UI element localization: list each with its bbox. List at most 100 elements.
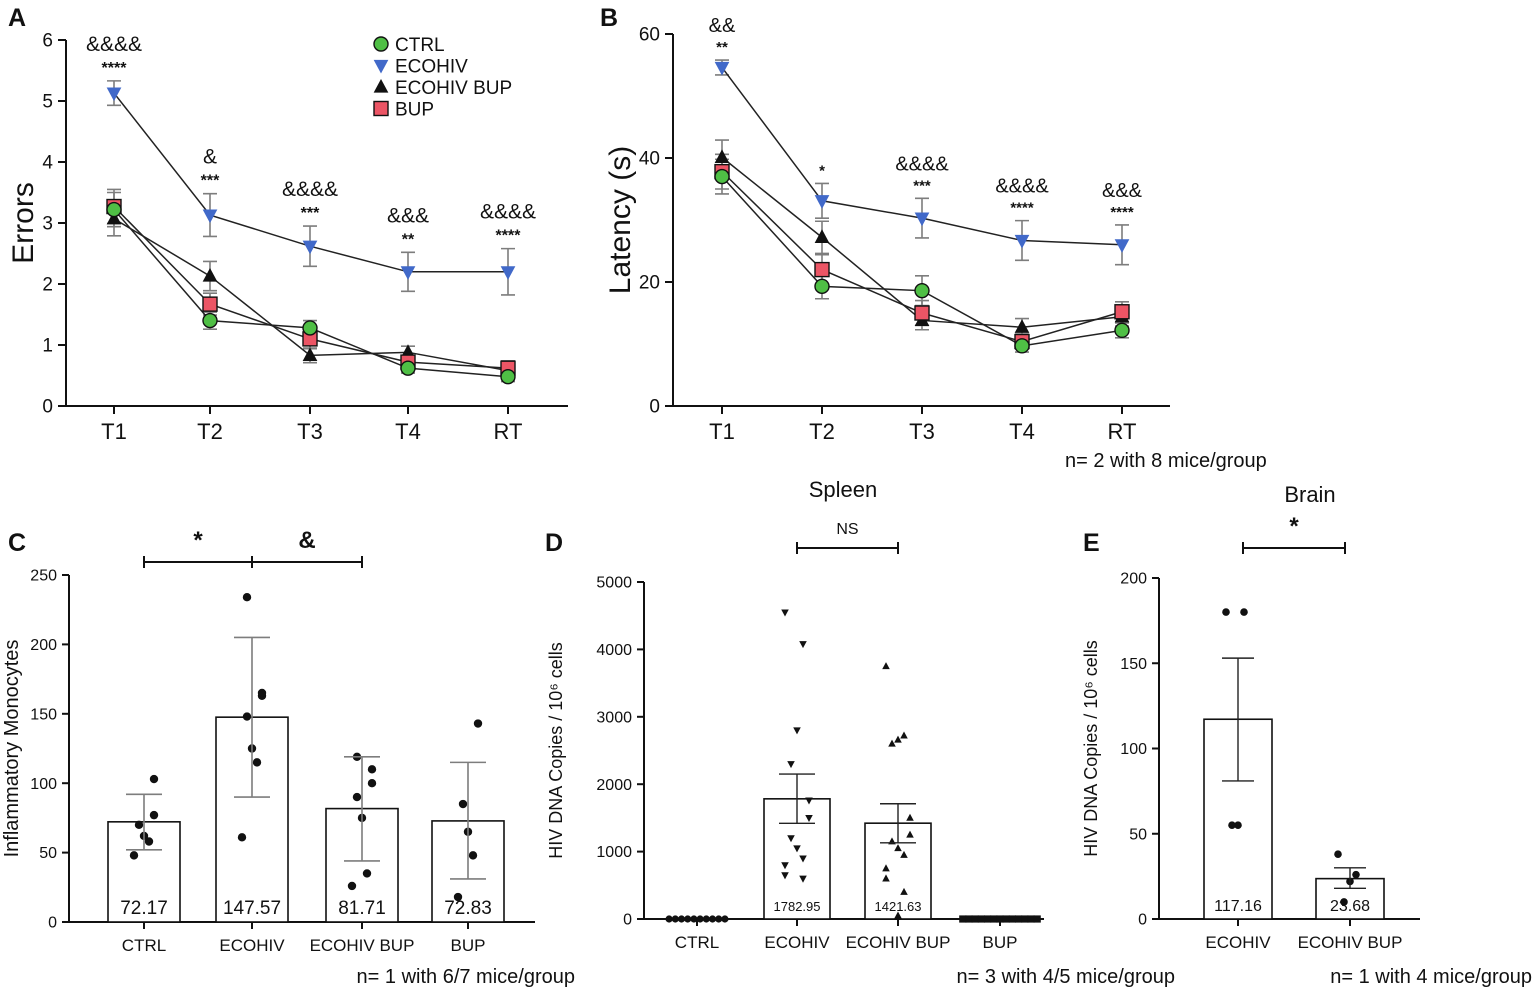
legend-label-bup: BUP xyxy=(395,100,434,121)
d-point-ctrl xyxy=(696,915,704,923)
c-point-bup xyxy=(468,851,478,860)
legend-label-ctrl: CTRL xyxy=(395,35,445,56)
c-point-ecohiv-bup xyxy=(347,881,357,891)
e-y-tick-label: 50 xyxy=(1129,826,1147,843)
a-point-ctrl xyxy=(302,320,318,336)
a-sig-amp-t3: &&&& xyxy=(282,178,338,201)
a-sig-stars-t4: ** xyxy=(402,231,415,248)
c-point-ecohiv xyxy=(257,688,267,698)
a-point-ecohiv-bup xyxy=(106,210,122,225)
d-point-ecohiv xyxy=(781,609,789,617)
c-point-ctrl xyxy=(144,837,154,846)
d-errorbar-ecohiv xyxy=(779,773,815,824)
b-point-bup xyxy=(1114,304,1130,320)
c-point-ctrl xyxy=(134,820,144,830)
b-x-tick-label-rt: RT xyxy=(1108,419,1137,444)
panel-letter-b: B xyxy=(600,4,618,32)
a-x-tick-label-t3: T3 xyxy=(297,419,323,444)
c-point-ecohiv-bup xyxy=(367,765,377,774)
d-point-ecohiv-bup xyxy=(900,731,908,739)
a-sig-stars-t3: *** xyxy=(301,205,320,222)
d-y-tick-label: 4000 xyxy=(596,642,632,659)
e-point-ecohiv-bup xyxy=(1340,898,1348,906)
c-point-ecohiv xyxy=(242,712,252,721)
c-point-ctrl xyxy=(149,810,159,820)
a-y-tick-label: 4 xyxy=(42,153,53,174)
c-comparison-bracket-2 xyxy=(251,556,363,568)
legend-marker-ecohiv-bup xyxy=(373,78,389,93)
d-point-ecohiv-bup xyxy=(882,864,890,872)
c-point-ctrl xyxy=(149,774,159,784)
d-point-bup xyxy=(1033,915,1041,923)
d-point-ecohiv-bup xyxy=(906,830,914,838)
b-sig-amp-t1: && xyxy=(709,15,736,37)
e-y-tick-label: 200 xyxy=(1120,571,1147,588)
d-point-ctrl xyxy=(702,915,710,923)
d-point-ecohiv xyxy=(805,815,813,823)
b-sig-stars-t4: **** xyxy=(1010,200,1034,217)
e-y-tick-label: 150 xyxy=(1120,656,1147,673)
b-x-tick-label-t3: T3 xyxy=(909,419,935,444)
a-point-ecohiv-bup xyxy=(302,347,318,361)
a-point-ecohiv-bup xyxy=(202,268,218,282)
a-x-tick-label-t4: T4 xyxy=(395,419,421,444)
b-point-bup xyxy=(914,305,930,321)
a-point-ctrl xyxy=(400,360,416,376)
d-point-ctrl xyxy=(665,915,673,923)
e-y-tick-label: 100 xyxy=(1120,741,1147,758)
e-errorbar-ecohiv xyxy=(1222,657,1254,782)
e-point-ecohiv-bup xyxy=(1334,850,1342,859)
c-comparison-label-1: * xyxy=(193,527,203,554)
e-x-tick-label-ecohiv: ECOHIV xyxy=(1205,933,1271,952)
b-x-tick-label-t1: T1 xyxy=(709,419,735,444)
e-value-label-ecohiv-bup: 23.68 xyxy=(1330,898,1370,915)
b-point-ecohiv-bup xyxy=(814,229,830,243)
b-sig-amp-rt: &&& xyxy=(1102,180,1143,202)
c-point-ecohiv xyxy=(252,758,262,767)
d-y-tick-label: 3000 xyxy=(596,709,632,726)
b-point-ecohiv xyxy=(914,212,930,227)
d-point-ctrl xyxy=(684,915,692,923)
c-y-tick-label: 100 xyxy=(30,776,57,793)
e-errorbar-ecohiv-bup xyxy=(1334,867,1366,890)
d-point-ecohiv-bup xyxy=(894,911,902,919)
e-comparison-bracket-1 xyxy=(1242,542,1346,554)
b-point-ecohiv xyxy=(714,61,730,76)
b-x-tick-label-t4: T4 xyxy=(1009,419,1035,444)
c-point-ctrl xyxy=(129,851,139,860)
a-sig-stars-rt: **** xyxy=(496,228,522,245)
b-sig-stars-t1: ** xyxy=(716,39,728,56)
e-point-ecohiv xyxy=(1240,608,1248,616)
legend-marker-bup xyxy=(373,100,389,117)
b-point-ecohiv-bup xyxy=(714,149,730,163)
d-point-ctrl xyxy=(677,915,686,923)
legend-marker-ctrl xyxy=(373,36,389,52)
d-point-ecohiv xyxy=(805,797,813,805)
b-point-ctrl xyxy=(914,282,930,299)
a-point-ecohiv xyxy=(302,240,318,255)
e-x-tick-label-ecohiv-bup: ECOHIV BUP xyxy=(1298,933,1403,952)
e-comparison-label-1: * xyxy=(1289,513,1299,540)
b-y-tick-label: 0 xyxy=(649,397,660,418)
chart-d-spleen: 0 1000 2000 3000 4000 5000 HIV DNA Copies / 10… xyxy=(546,521,1044,952)
d-x-tick-label-ctrl: CTRL xyxy=(675,933,719,952)
d-point-ecohiv-bup xyxy=(888,739,896,747)
d-point-ecohiv xyxy=(781,872,789,880)
a-sig-amp-rt: &&&& xyxy=(480,201,536,224)
b-point-ctrl xyxy=(1114,322,1130,339)
d-x-tick-label-ecohiv-bup: ECOHIV BUP xyxy=(846,933,951,952)
d-point-ecohiv xyxy=(799,855,807,863)
panel-letter-d: D xyxy=(545,529,563,557)
d-y-label: HIV DNA Copies / 10⁶ cells xyxy=(546,642,566,859)
c-comparison-bracket-1 xyxy=(143,556,253,568)
c-errorbar-ecohiv xyxy=(234,636,270,798)
title-spleen: Spleen xyxy=(809,477,878,502)
title-brain: Brain xyxy=(1284,482,1335,507)
note-panel-b: n= 2 with 8 mice/group xyxy=(1065,450,1267,472)
b-y-tick-label: 20 xyxy=(639,273,660,294)
legend-label-ecohiv: ECOHIV xyxy=(395,57,468,78)
b-sig-amp-t4: &&&& xyxy=(995,176,1049,198)
b-point-ctrl xyxy=(714,168,730,185)
d-point-bup xyxy=(1027,915,1035,923)
